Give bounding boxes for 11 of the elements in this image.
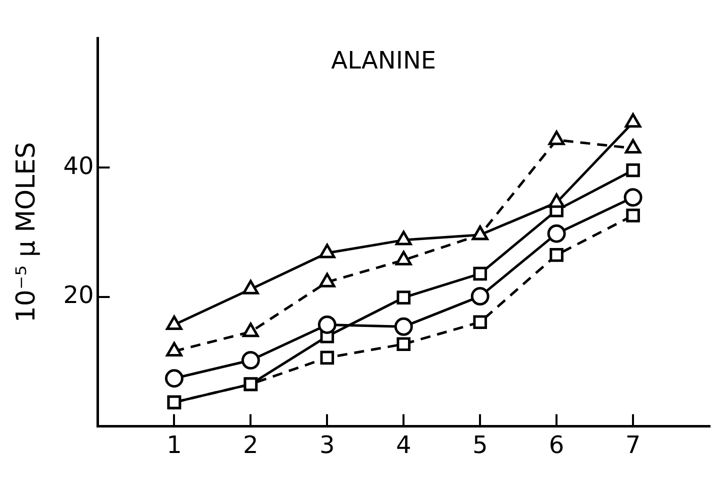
x-tick-label: 6 — [548, 430, 564, 459]
x-tick-label: 7 — [625, 430, 641, 459]
y-tick-label: 40 — [63, 152, 94, 180]
x-tick-label: 2 — [243, 430, 258, 459]
x-tick-label: 3 — [320, 430, 335, 459]
y-axis-title: 10⁻⁵ μ MOLES — [11, 142, 42, 323]
x-tick-label: 5 — [472, 430, 488, 459]
chart-title: ALANINE — [331, 46, 436, 75]
x-tick-label: 1 — [166, 430, 182, 459]
x-tick-label: 4 — [396, 430, 412, 459]
y-tick-label: 20 — [63, 281, 94, 310]
